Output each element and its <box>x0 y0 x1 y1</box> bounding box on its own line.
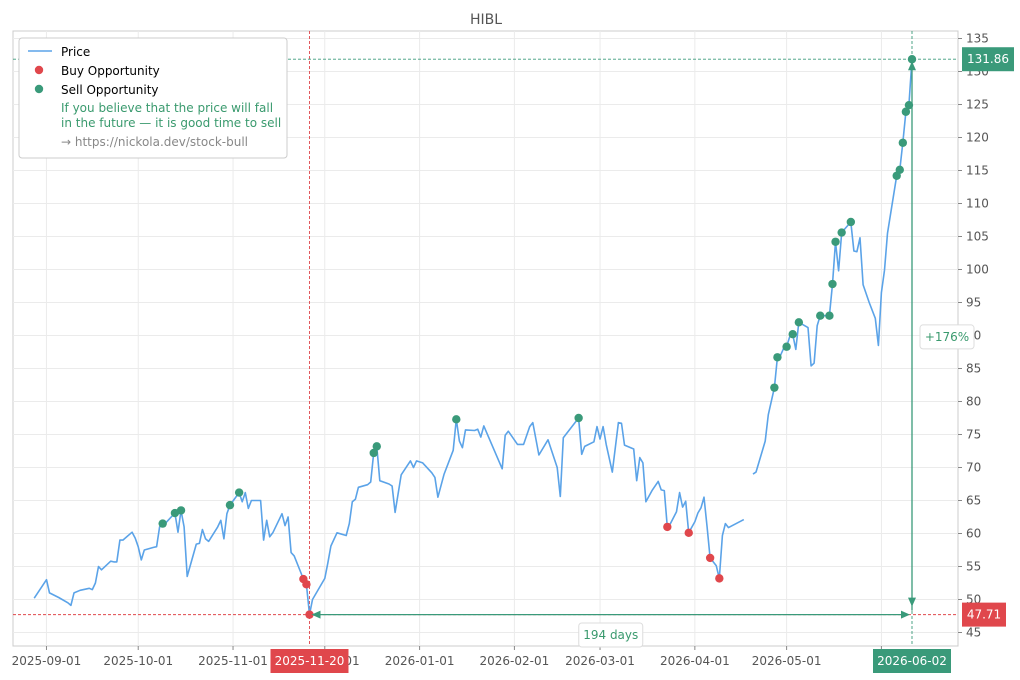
duration-arrow-right <box>901 610 910 619</box>
buy-opportunity-point <box>705 553 715 563</box>
high-price-badge: 131.86 <box>967 52 1009 66</box>
y-tick-label: 120 <box>966 131 989 145</box>
y-tick-label: 70 <box>966 461 981 475</box>
legend: Price Buy Opportunity Sell Opportunity I… <box>18 37 288 159</box>
sell-opportunity-point <box>901 107 911 116</box>
legend-note-line1: If you believe that the price will fall <box>61 101 273 115</box>
low-price-badge-box <box>962 602 1006 627</box>
x-tick-label: 2025-10-01 <box>103 654 173 668</box>
sell-opportunity-point <box>895 165 904 175</box>
y-tick-label: 100 <box>966 263 989 277</box>
legend-buy-label: Buy Opportunity <box>61 64 160 78</box>
duration-arrow-left <box>311 610 321 619</box>
legend-link[interactable]: → https://nickola.dev/stock-bull <box>61 135 248 149</box>
y-tick-label: 55 <box>966 560 981 574</box>
range-annotations: 194 days +176% 131.86 47.71 2025-11-20 2026-0… <box>270 47 1014 673</box>
change-arrow-up <box>908 61 916 71</box>
sell-opportunity-point <box>452 415 461 424</box>
legend-price-label: Price <box>61 45 90 59</box>
low-date-badge: 2025-11-20 <box>275 654 345 668</box>
sell-opportunity-point <box>372 442 381 451</box>
x-tick-label: 2026-04-01 <box>660 654 730 668</box>
buy-opportunity-point <box>663 522 672 532</box>
sell-opportunity-point <box>831 237 840 246</box>
high-date-badge: 2026-06-02 <box>877 654 947 668</box>
y-tick-label: 105 <box>966 230 989 244</box>
sell-opportunity-point <box>816 311 825 320</box>
y-tick-label: 75 <box>966 428 981 442</box>
duration-label-box <box>578 622 644 648</box>
opportunity-markers <box>158 55 917 619</box>
legend-sell-marker <box>34 84 44 94</box>
sell-opportunity-point <box>846 217 856 227</box>
sell-opportunity-point <box>898 138 908 147</box>
sell-opportunity-point <box>574 413 583 423</box>
y-tick-label: 125 <box>966 98 989 112</box>
x-tick-label: 2026-01-01 <box>385 654 455 668</box>
x-axis-ticks: 2025-09-012025-10-012025-11-012025-12-01… <box>12 646 882 668</box>
x-tick-label: 2026-03-01 <box>565 654 635 668</box>
change-arrow-down <box>908 597 916 607</box>
buy-opportunity-point <box>305 610 314 619</box>
legend-note-line2: in the future — it is good time to sell <box>61 116 281 130</box>
sell-opportunity-point <box>788 329 797 339</box>
x-tick-label: 2026-05-01 <box>752 654 822 668</box>
y-tick-label: 115 <box>966 164 989 178</box>
sell-opportunity-point <box>176 506 186 515</box>
duration-label: 194 days <box>583 628 638 642</box>
sell-opportunity-point <box>904 100 914 110</box>
y-tick-label: 85 <box>966 362 981 376</box>
y-tick-label: 95 <box>966 296 981 310</box>
y-tick-label: 65 <box>966 494 981 508</box>
sell-opportunity-point <box>907 55 917 64</box>
sell-opportunity-point <box>369 448 378 458</box>
y-tick-label: 135 <box>966 32 989 46</box>
low-date-badge-box <box>270 649 349 673</box>
price-line <box>752 59 913 475</box>
x-tick-label: 2025-11-01 <box>198 654 268 668</box>
y-tick-label: 110 <box>966 197 989 211</box>
legend-buy-marker <box>34 65 44 75</box>
high-date-badge-box <box>873 649 951 673</box>
change-label-box <box>919 324 975 350</box>
change-label: +176% <box>925 330 969 344</box>
sell-opportunity-point <box>770 383 779 392</box>
sell-opportunity-point <box>234 488 244 497</box>
sell-opportunity-point <box>794 318 804 327</box>
y-axis-ticks: 4550556065707580859095100105110115120125… <box>958 32 989 640</box>
low-price-badge: 47.71 <box>967 608 1001 622</box>
y-tick-label: 60 <box>966 527 981 541</box>
chart-title: HIBL <box>470 12 502 28</box>
sell-opportunity-point <box>837 228 846 237</box>
x-tick-label: 2026-02-01 <box>480 654 550 668</box>
sell-opportunity-point <box>825 311 834 320</box>
sell-opportunity-point <box>158 519 167 528</box>
sell-opportunity-point <box>225 500 235 510</box>
legend-sell-label: Sell Opportunity <box>61 83 159 97</box>
buy-opportunity-point <box>715 574 724 583</box>
sell-opportunity-point <box>828 279 837 289</box>
sell-opportunity-point <box>782 342 791 351</box>
x-tick-label: 2025-09-01 <box>12 654 82 668</box>
y-tick-label: 45 <box>966 626 981 640</box>
legend-box <box>18 37 288 159</box>
buy-opportunity-point <box>684 528 693 538</box>
high-price-badge-box <box>962 47 1014 72</box>
buy-opportunity-point <box>302 580 311 589</box>
y-tick-label: 80 <box>966 395 981 409</box>
sell-opportunity-point <box>773 353 782 362</box>
